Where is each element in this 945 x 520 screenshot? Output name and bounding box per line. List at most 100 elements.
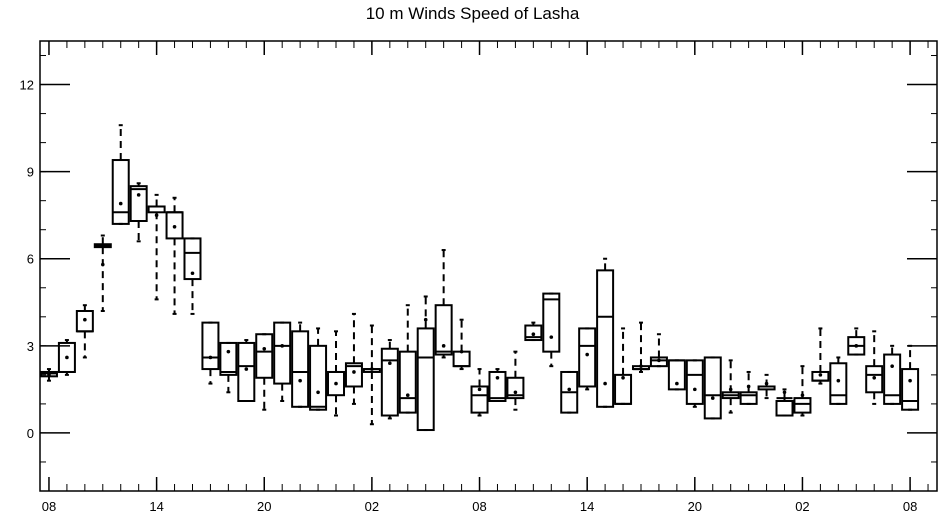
mean-marker [441, 344, 446, 348]
mean-marker [118, 201, 123, 206]
box-iqr [129, 185, 148, 222]
x-tick-label: 20 [688, 499, 702, 514]
box-item [721, 359, 740, 414]
box-item [111, 124, 130, 225]
box-item [380, 339, 399, 420]
box-iqr [309, 344, 328, 411]
box-item [39, 368, 58, 382]
box-item [452, 318, 471, 371]
mean-marker [675, 381, 679, 386]
box-item [147, 193, 166, 301]
mean-marker [764, 381, 769, 386]
box-iqr [524, 324, 543, 342]
y-tick-label: 3 [27, 339, 34, 354]
box-item [524, 321, 543, 342]
box-iqr [775, 400, 794, 417]
mean-marker [154, 213, 159, 217]
box-item [129, 182, 148, 243]
mean-marker [208, 355, 213, 360]
box-item [793, 365, 812, 417]
box-item [75, 304, 94, 359]
box-iqr [739, 391, 758, 405]
box-iqr [291, 330, 310, 408]
mean-marker [872, 375, 877, 380]
mean-marker [854, 344, 859, 348]
box-iqr [434, 304, 453, 356]
x-tick-label: 20 [257, 499, 271, 514]
x-tick-label: 08 [42, 499, 56, 514]
mean-marker [549, 335, 554, 339]
box-item [57, 339, 76, 376]
box-item [649, 333, 668, 368]
mean-marker [262, 346, 267, 351]
box-iqr [255, 333, 274, 379]
box-item [291, 321, 310, 408]
box-item [309, 327, 328, 411]
box-item [578, 327, 597, 391]
y-tick-label: 9 [27, 165, 34, 180]
mean-marker [423, 317, 428, 322]
box-item [901, 344, 920, 411]
x-tick-label: 08 [472, 499, 486, 514]
box-iqr [596, 269, 615, 408]
box-iqr [649, 356, 668, 368]
mean-marker [836, 378, 841, 383]
box-item [219, 341, 238, 394]
box-item [542, 292, 561, 368]
box-item [811, 327, 830, 385]
mean-marker [316, 390, 320, 395]
box-item [865, 330, 884, 405]
box-item [470, 368, 489, 417]
mean-marker [728, 387, 733, 392]
mean-marker [657, 358, 661, 363]
box-item [273, 321, 292, 402]
x-tick-label: 14 [149, 499, 163, 514]
box-item [93, 234, 112, 312]
box-iqr [578, 327, 597, 388]
box-item [829, 356, 848, 405]
mean-marker [47, 373, 51, 377]
mean-marker [298, 378, 302, 383]
x-tick-label: 02 [795, 499, 809, 514]
box-iqr [344, 362, 363, 388]
mean-marker [172, 225, 177, 229]
mean-marker [639, 364, 643, 368]
mean-marker [190, 271, 195, 276]
box-item [596, 257, 615, 408]
mean-marker [405, 393, 410, 397]
mean-marker [65, 355, 69, 360]
mean-marker [280, 344, 284, 348]
box-iqr [488, 370, 507, 402]
box-iqr [219, 341, 238, 376]
box-iqr [542, 292, 561, 353]
box-iqr [416, 327, 435, 432]
mean-marker [100, 262, 105, 267]
box-iqr [865, 365, 884, 394]
axes: 0 3 6 9 12 08 14 20 02 08 14 20 02 08 [20, 41, 937, 514]
mean-marker [531, 332, 536, 337]
mean-marker [370, 367, 374, 371]
mean-marker [782, 390, 787, 395]
mean-marker [459, 349, 464, 354]
box-iqr [237, 341, 256, 403]
box-item [398, 304, 417, 414]
box-item [488, 368, 507, 402]
box-item [201, 321, 220, 385]
mean-marker [603, 381, 607, 386]
x-tick-label: 14 [580, 499, 594, 514]
box-item [362, 324, 381, 426]
mean-marker [352, 370, 356, 374]
box-iqr [829, 362, 848, 405]
box-item [416, 295, 435, 432]
y-tick-label: 12 [20, 78, 34, 93]
mean-marker [83, 317, 87, 322]
box-iqr [452, 350, 471, 368]
mean-marker [477, 387, 482, 392]
mean-marker [746, 384, 751, 389]
box-item [883, 344, 902, 405]
box-item [703, 356, 722, 420]
box-item [183, 237, 202, 315]
mean-marker [513, 390, 518, 395]
box-iqr [901, 368, 920, 411]
box-item [165, 196, 184, 315]
